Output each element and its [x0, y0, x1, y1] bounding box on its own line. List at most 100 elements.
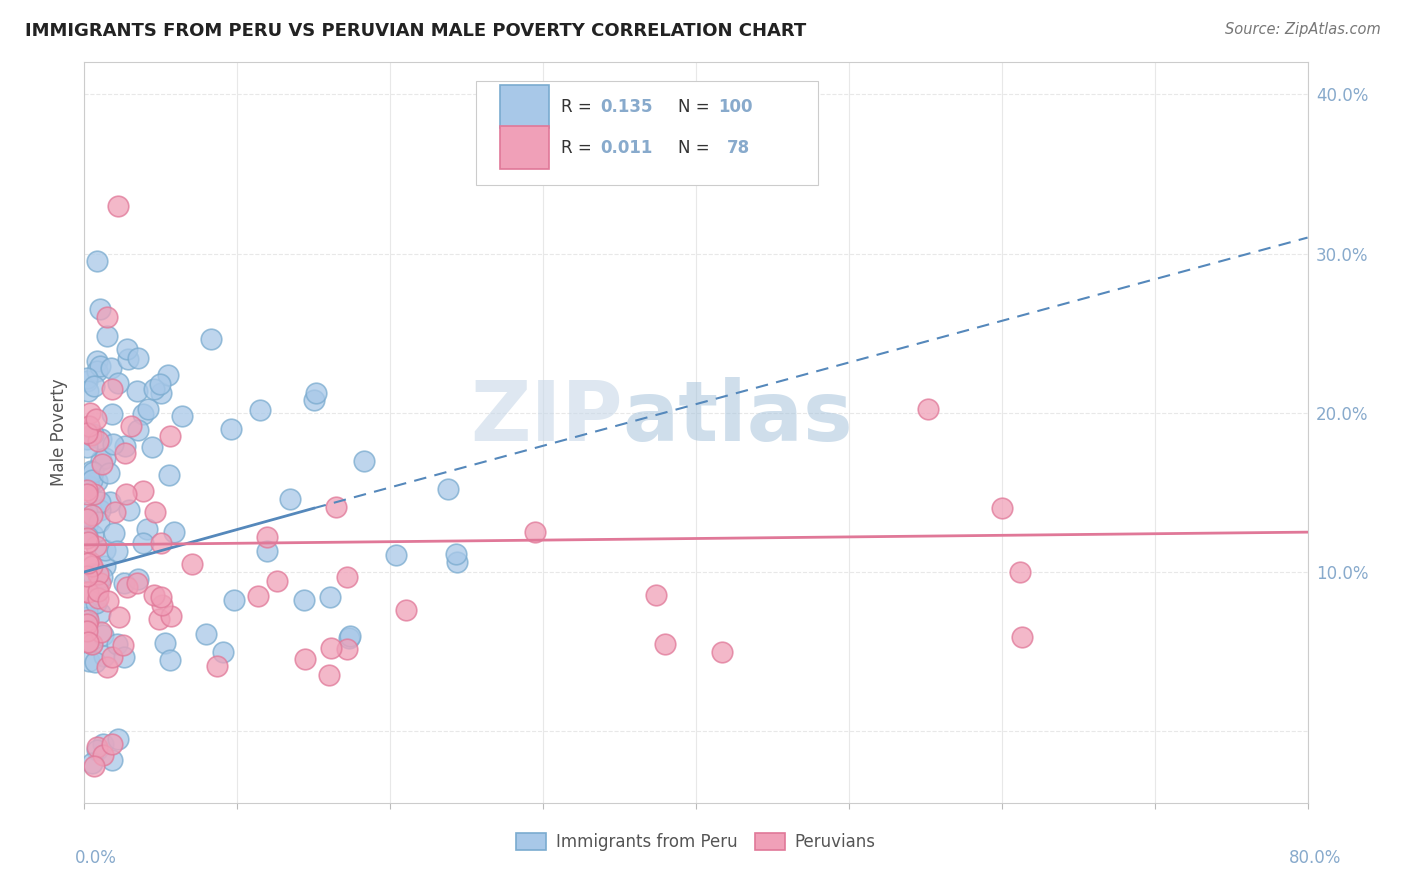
Point — [325, 500, 347, 515]
Point — [86, 740, 108, 755]
Point — [115, 342, 138, 356]
Point — [80, 464, 103, 478]
Point — [318, 668, 340, 682]
Point — [150, 590, 173, 604]
Point — [319, 591, 342, 605]
Point — [117, 580, 139, 594]
Point — [337, 631, 360, 645]
Point — [97, 594, 120, 608]
Point — [90, 433, 112, 447]
Point — [87, 584, 110, 599]
Point — [86, 567, 108, 582]
Point — [76, 374, 98, 388]
Point — [101, 436, 124, 450]
Point — [143, 382, 166, 396]
Point — [89, 302, 111, 317]
Point — [292, 593, 315, 607]
Point — [117, 352, 139, 367]
Point — [86, 353, 108, 368]
Point — [93, 450, 115, 465]
Point — [76, 604, 98, 618]
Point — [107, 732, 129, 747]
Point — [89, 607, 111, 621]
Point — [524, 524, 547, 539]
Text: atlas: atlas — [623, 377, 853, 458]
Point — [76, 432, 98, 446]
Text: R =: R = — [561, 98, 598, 116]
Point — [100, 649, 122, 664]
Point — [256, 530, 278, 544]
Point — [644, 588, 666, 602]
Point — [246, 589, 269, 603]
Point — [91, 457, 114, 471]
Point — [105, 544, 128, 558]
Point — [80, 756, 103, 770]
Point — [90, 452, 112, 467]
Point — [266, 574, 288, 588]
Point — [200, 332, 222, 346]
Text: IMMIGRANTS FROM PERU VS PERUVIAN MALE POVERTY CORRELATION CHART: IMMIGRANTS FROM PERU VS PERUVIAN MALE PO… — [25, 22, 807, 40]
Point — [115, 487, 138, 501]
Point — [82, 465, 104, 479]
Y-axis label: Male Poverty: Male Poverty — [51, 379, 69, 486]
Point — [86, 474, 108, 488]
Point — [160, 608, 183, 623]
Text: 80.0%: 80.0% — [1288, 849, 1341, 867]
Point — [384, 549, 406, 563]
Point — [654, 637, 676, 651]
Point — [112, 649, 135, 664]
Point — [917, 401, 939, 416]
Point — [108, 610, 131, 624]
Point — [437, 482, 460, 496]
Point — [83, 486, 105, 500]
Text: ZIP: ZIP — [470, 377, 623, 458]
Point — [181, 557, 204, 571]
Point — [143, 505, 166, 519]
Point — [394, 603, 416, 617]
Point — [77, 534, 100, 549]
Text: 0.0%: 0.0% — [75, 849, 117, 867]
Point — [82, 508, 104, 523]
Text: N =: N = — [678, 98, 714, 116]
Point — [79, 406, 101, 420]
Point — [249, 402, 271, 417]
Point — [96, 660, 118, 674]
Point — [444, 547, 467, 561]
Point — [118, 503, 141, 517]
Text: 78: 78 — [727, 138, 749, 157]
Point — [104, 505, 127, 519]
Point — [353, 454, 375, 468]
Point — [76, 512, 98, 526]
Point — [76, 617, 98, 632]
Point — [76, 512, 98, 526]
Point — [107, 376, 129, 390]
Point — [294, 652, 316, 666]
Point — [77, 384, 100, 398]
Point — [76, 624, 98, 638]
Point — [98, 466, 121, 480]
Text: R =: R = — [561, 138, 598, 157]
Point — [127, 572, 149, 586]
Point — [76, 569, 98, 583]
Point — [87, 591, 110, 605]
Point — [93, 649, 115, 664]
Point — [194, 627, 217, 641]
Point — [84, 596, 107, 610]
Point — [136, 523, 159, 537]
Point — [156, 368, 179, 383]
Point — [76, 506, 98, 520]
Point — [100, 361, 122, 376]
Point — [141, 441, 163, 455]
Point — [157, 468, 180, 483]
Point — [305, 386, 328, 401]
Point — [76, 556, 98, 570]
Point — [125, 384, 148, 398]
Point — [120, 419, 142, 434]
Point — [127, 575, 149, 590]
Point — [150, 598, 173, 612]
Point — [103, 525, 125, 540]
Point — [83, 378, 105, 392]
Point — [80, 637, 103, 651]
Point — [1011, 630, 1033, 644]
Point — [105, 637, 128, 651]
